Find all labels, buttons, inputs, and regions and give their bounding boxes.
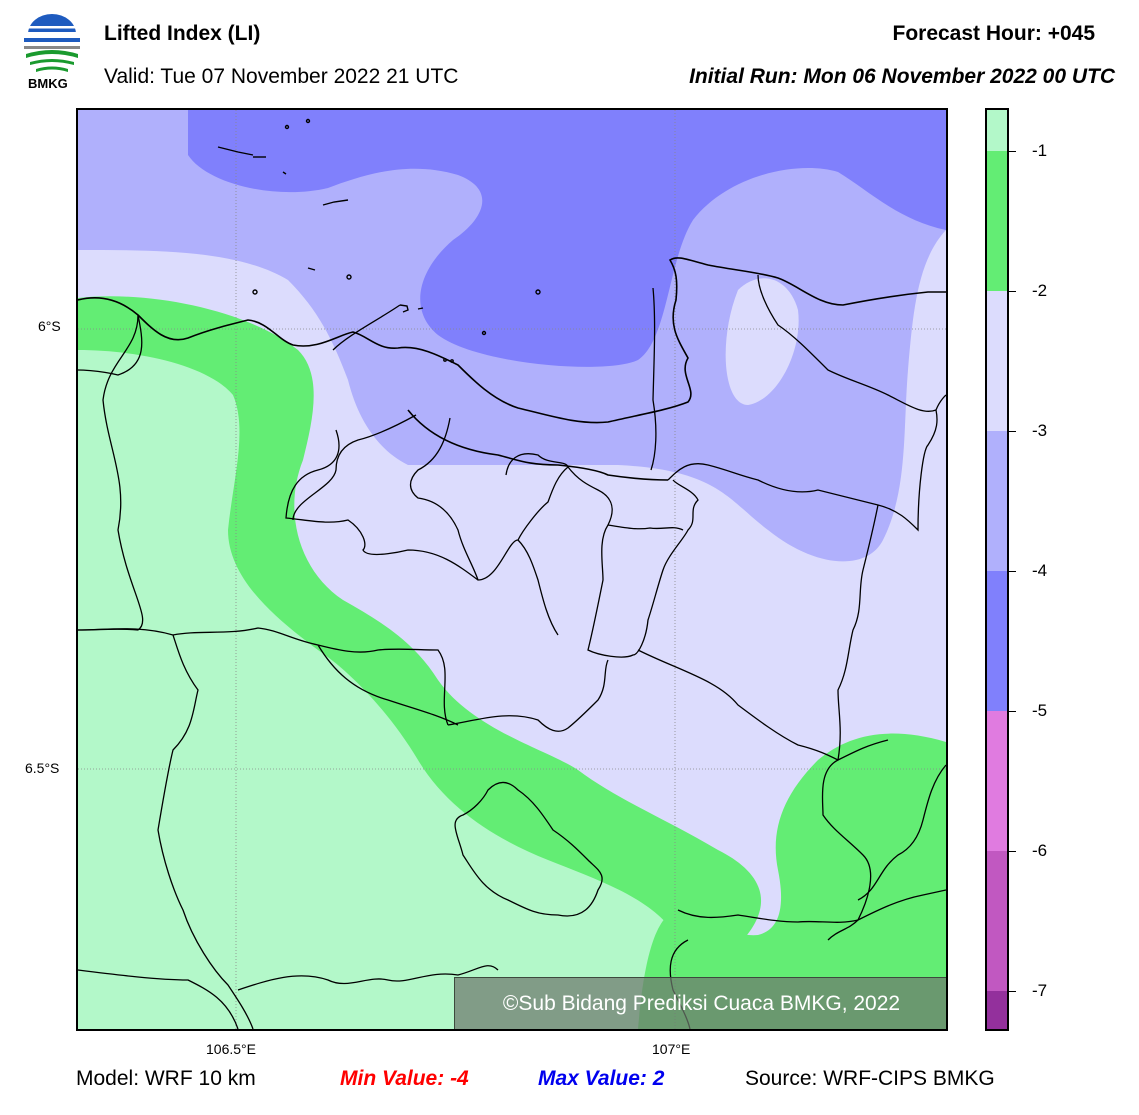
colorbar-tick xyxy=(1009,571,1016,572)
footer-model: Model: WRF 10 km xyxy=(76,1067,256,1090)
copyright-box: ©Sub Bidang Prediksi Cuaca BMKG, 2022 xyxy=(454,977,946,1029)
footer-max-value: Max Value: 2 xyxy=(538,1067,665,1090)
bmkg-logo-icon xyxy=(24,14,80,72)
map-panel: ©Sub Bidang Prediksi Cuaca BMKG, 2022 xyxy=(76,108,948,1031)
southeast-ridge xyxy=(857,764,946,901)
initial-run: Initial Run: Mon 06 November 2022 00 UTC xyxy=(689,65,1115,88)
logo-label: BMKG xyxy=(28,76,68,91)
colorbar-label: -3 xyxy=(1032,421,1048,440)
bmkg-logo: BMKG xyxy=(20,12,84,92)
colorbar-segment-minus5-minus6 xyxy=(987,711,1007,851)
colorbar-tick xyxy=(1009,711,1016,712)
colorbar-segment-minus1-minus2 xyxy=(987,151,1007,291)
band-minus2-minus1-southeast xyxy=(638,733,946,1029)
lon-label-107e: 107°E xyxy=(652,1041,691,1057)
li-contour-map xyxy=(78,110,946,1029)
colorbar-tick xyxy=(1009,151,1016,152)
admin-boundaries xyxy=(78,274,946,1029)
colorbar-label: -2 xyxy=(1032,281,1048,300)
band-minus5-minus4-north xyxy=(188,110,946,367)
colorbar-label: -1 xyxy=(1032,141,1048,160)
lat-label-6s: 6°S xyxy=(38,318,61,334)
colorbar-label: -7 xyxy=(1032,981,1048,1000)
colorbar-segment-below-minus7 xyxy=(987,991,1007,1029)
colorbar-tick xyxy=(1009,991,1016,992)
colorbar-segment-above-minus1 xyxy=(987,110,1007,151)
valid-time: Valid: Tue 07 November 2022 21 UTC xyxy=(104,65,459,88)
colorbar-segment-minus3-minus4 xyxy=(987,431,1007,571)
colorbar-label: -6 xyxy=(1032,841,1048,860)
colorbar-tick xyxy=(1009,851,1016,852)
lat-label-6-5s: 6.5°S xyxy=(25,760,60,776)
chart-title: Lifted Index (LI) xyxy=(104,22,261,45)
north-coastline xyxy=(78,257,946,424)
colorbar-segment-minus2-minus3 xyxy=(987,291,1007,431)
thousand-islands xyxy=(217,118,541,363)
colorbar-segment-minus4-minus5 xyxy=(987,571,1007,711)
colorbar xyxy=(985,108,1009,1031)
band-minus3-minus2-east xyxy=(725,278,799,405)
colorbar-segment-minus6-minus7 xyxy=(987,851,1007,991)
lon-label-106-5e: 106.5°E xyxy=(206,1041,256,1057)
colorbar-label: -4 xyxy=(1032,561,1048,580)
footer-min-value: Min Value: -4 xyxy=(340,1067,469,1090)
coastline-bay xyxy=(407,409,669,481)
colorbar-tick xyxy=(1009,431,1016,432)
colorbar-tick xyxy=(1009,291,1016,292)
footer-source: Source: WRF-CIPS BMKG xyxy=(745,1067,995,1090)
forecast-hour: Forecast Hour: +045 xyxy=(892,22,1096,45)
colorbar-label: -5 xyxy=(1032,701,1048,720)
band-above-minus1-west xyxy=(78,350,684,1029)
